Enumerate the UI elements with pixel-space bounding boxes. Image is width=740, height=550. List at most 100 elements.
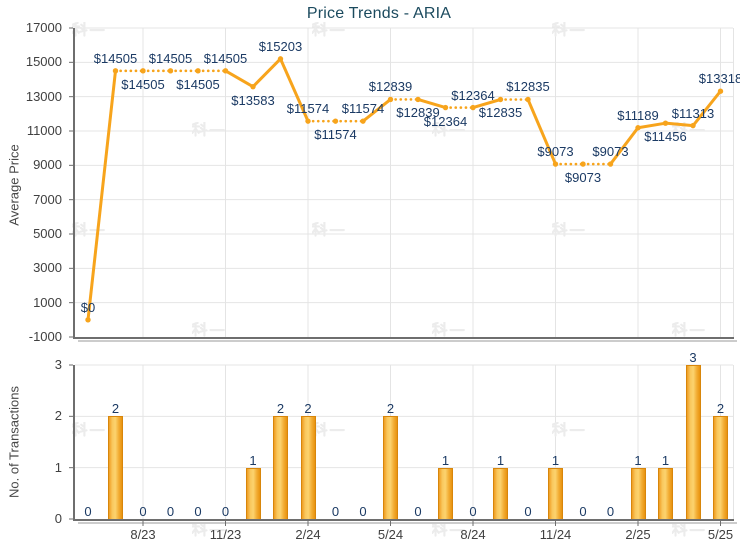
y-axis-tick-label: 9000: [33, 157, 62, 173]
price-point-marker: [387, 96, 394, 103]
watermark-stroke: [200, 123, 205, 128]
watermark-stroke: [194, 327, 200, 334]
price-point-label: $11574: [286, 101, 330, 117]
x-axis-date-label: 5/25: [707, 527, 734, 542]
watermark-stroke: [74, 27, 80, 34]
price-point-marker: [195, 68, 201, 74]
watermark-stroke: [319, 26, 324, 31]
price-point-label: $12835: [506, 79, 550, 95]
price-point-label: $11574: [314, 127, 357, 143]
price-point-marker: [332, 118, 339, 124]
price-point-label: $12364: [451, 87, 495, 103]
bar-value-label: 0: [221, 504, 230, 519]
chart-title: Price Trends - ARIA: [306, 5, 452, 22]
price-point-marker: [85, 317, 91, 323]
watermark-stroke: [319, 226, 324, 231]
watermark-text: [72, 422, 105, 437]
y-axis-tick-label: -1000: [28, 329, 62, 344]
watermark-stroke: [560, 23, 565, 28]
bar-value-label: 0: [469, 504, 477, 519]
price-point-label: $0: [80, 299, 96, 315]
price-point-label: $12364: [423, 113, 468, 129]
watermark-stroke: [199, 126, 204, 131]
price-point-marker: [690, 122, 696, 129]
watermark-text: [312, 222, 345, 237]
watermark-stroke: [440, 323, 445, 328]
price-point-label: $12839: [396, 105, 440, 121]
y-axis-tick-label: 15000: [25, 54, 62, 70]
bar-value-label: 0: [579, 504, 587, 519]
watermark-text: [672, 522, 705, 537]
watermark-stroke: [679, 326, 684, 331]
bar-value-label: 1: [551, 452, 560, 468]
watermark-text: [552, 422, 585, 437]
price-point-label: $11574: [341, 101, 385, 117]
bar-value-label: 1: [634, 452, 642, 468]
bar-value-label: 1: [441, 452, 450, 468]
price-point-marker: [662, 120, 669, 126]
watermark-text: [192, 122, 225, 137]
price-line-segment: [526, 98, 557, 165]
y-axis-tick-label: 0: [54, 511, 62, 526]
price-point-label: $9073: [592, 144, 629, 160]
price-line-segment: [417, 97, 446, 110]
price-line-segment: [665, 121, 694, 128]
watermark-text: [192, 322, 225, 337]
watermark-stroke: [200, 323, 205, 328]
price-line-segment: [251, 57, 282, 88]
price-point-label: $13583: [231, 92, 275, 108]
watermark-stroke: [74, 427, 80, 434]
price-point-label: $11456: [644, 129, 687, 145]
watermark-stroke: [679, 526, 684, 531]
price-point-marker: [112, 68, 119, 74]
x-axis-date-label: 5/24: [377, 527, 404, 542]
price-point-marker: [470, 104, 476, 111]
y-axis-tick-label: 11000: [26, 123, 62, 138]
x-axis-date-label: 8/23: [130, 527, 156, 542]
watermark-stroke: [434, 527, 440, 534]
x-axis-date-label: 2/24: [295, 527, 321, 542]
watermark-stroke: [439, 526, 444, 531]
watermark-stroke: [80, 423, 85, 428]
watermark-stroke: [199, 526, 204, 531]
price-point-marker: [442, 104, 449, 111]
watermark-stroke: [194, 127, 200, 134]
price-point-label: $12839: [368, 79, 413, 95]
price-point-marker: [222, 68, 229, 74]
watermark-stroke: [314, 427, 320, 434]
price-point-label: $14505: [203, 50, 248, 66]
bar-value-label: 0: [84, 504, 92, 519]
watermark-stroke: [440, 123, 445, 128]
price-point-label: $14505: [93, 50, 138, 66]
price-line-segment: [472, 98, 501, 110]
price-line-segment: [609, 126, 640, 165]
watermark-stroke: [680, 323, 685, 328]
price-point-label: $9073: [537, 144, 574, 160]
y-axis-tick-label: 5000: [33, 226, 62, 241]
price-line-segment: [362, 98, 392, 123]
price-point-marker: [552, 161, 559, 167]
watermark-stroke: [440, 523, 445, 528]
watermark-stroke: [194, 527, 200, 534]
watermark-stroke: [199, 326, 204, 331]
bar-value-label: 2: [716, 401, 725, 417]
price-point-marker: [250, 83, 256, 90]
watermark-stroke: [439, 126, 444, 131]
watermark-stroke: [319, 426, 324, 431]
watermark-stroke: [559, 226, 564, 231]
x-axis-date-label: 11/23: [209, 527, 242, 542]
price-line-segment: [691, 90, 722, 127]
watermark-stroke: [200, 523, 205, 528]
watermark-text: [552, 222, 585, 237]
price-point-marker: [277, 56, 284, 62]
price-point-label: $11189: [617, 107, 659, 123]
price-point-label: $15203: [258, 38, 303, 54]
bar-value-label: 2: [304, 401, 312, 417]
watermark-stroke: [74, 227, 80, 234]
bar-value-label: 0: [194, 504, 202, 519]
price-point-marker: [635, 125, 641, 131]
price-point-marker: [580, 161, 586, 167]
price-point-label: $9073: [564, 170, 602, 186]
